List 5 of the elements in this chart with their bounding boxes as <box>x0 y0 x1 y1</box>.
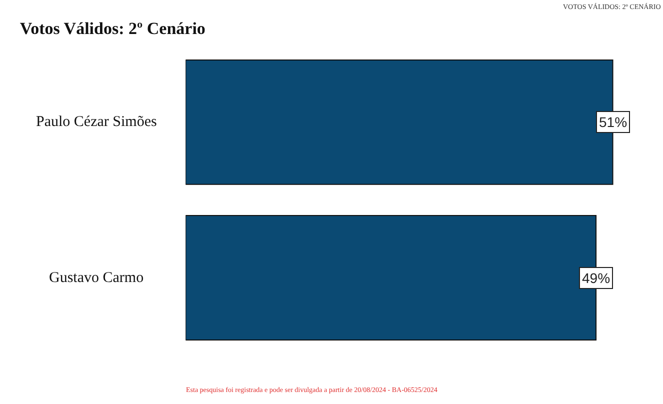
y-tick-label: Paulo Cézar Simões <box>36 114 157 130</box>
chart-title: Votos Válidos: 2º Cenário <box>20 19 206 38</box>
data-label: 51% <box>599 114 628 130</box>
y-tick-label: Gustavo Carmo <box>49 270 144 286</box>
data-label: 49% <box>582 270 610 286</box>
